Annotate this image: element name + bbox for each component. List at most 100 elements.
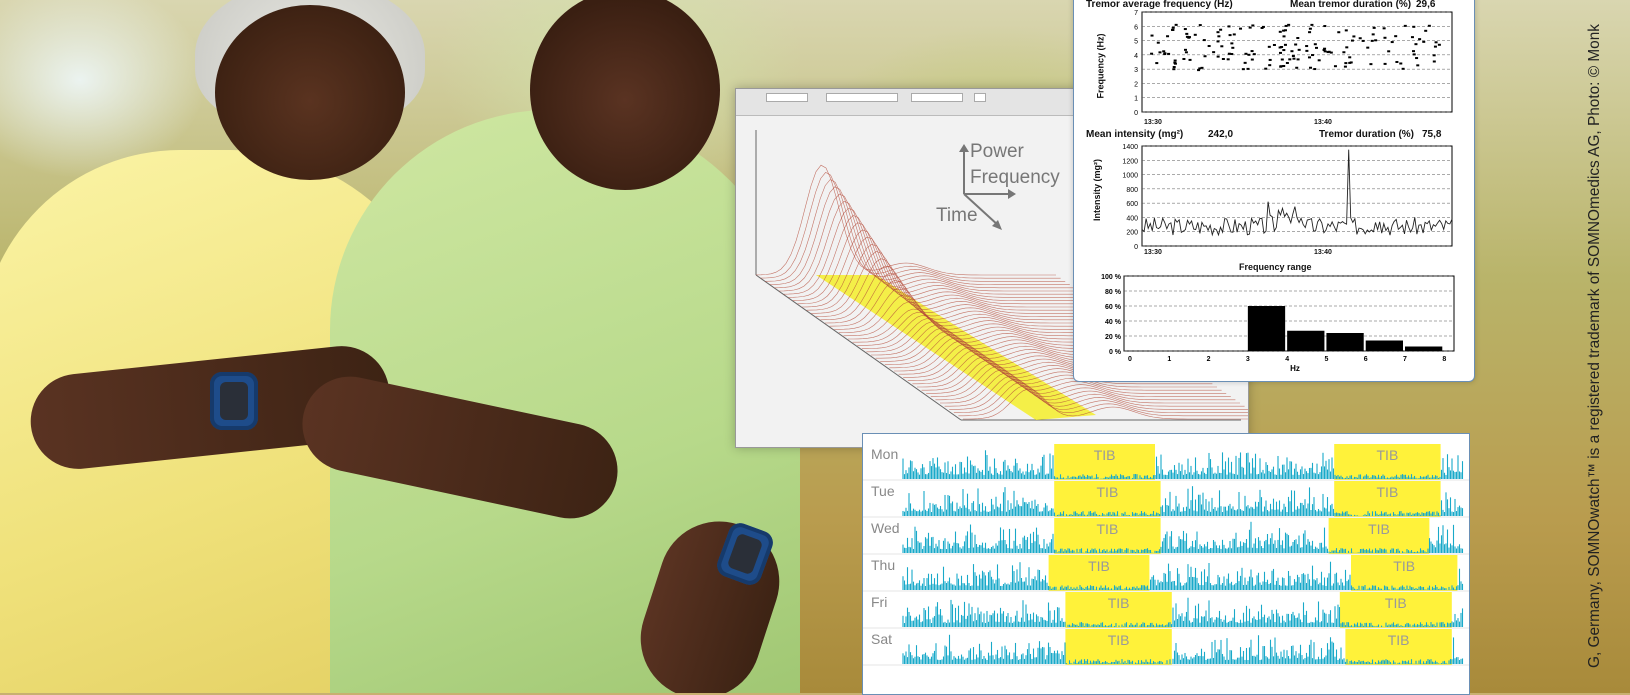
data-point [1261,25,1265,28]
spectrum-trace [774,193,1075,289]
tib-label: TIB [1097,521,1119,537]
tib-label: TIB [1108,632,1130,648]
data-point [1207,45,1211,48]
data-point [1171,26,1175,29]
data-point [1308,27,1312,30]
data-point [1437,43,1441,46]
data-point [1297,48,1301,51]
x-tick-label: 8 [1442,356,1446,363]
tib-band [1334,444,1441,480]
data-point [1374,39,1378,42]
tremor-report: Tremor average frequency (Hz) Mean tremo… [1073,0,1475,382]
data-point [1326,51,1330,54]
day-label: Wed [871,520,900,536]
data-point [1155,62,1159,65]
bar [1247,306,1286,351]
data-point [1310,23,1314,26]
mean-intensity-value: 242,0 [1208,129,1234,140]
waterfall-axis [755,274,962,421]
y-tick-label: 800 [1126,187,1138,194]
data-point [1366,46,1370,49]
toolbar-select[interactable] [766,93,808,102]
data-point [1323,25,1327,28]
data-point [1403,24,1407,27]
data-point [1278,46,1282,49]
actigraphy-plot: TIB TIB TIB TIB TIB TIB TIB TIB TIB TIB TIB TIB [863,444,1469,666]
y-tick-label: 80 % [1105,289,1122,296]
y-tick-label: 0 [1134,110,1138,117]
data-point [1221,58,1225,61]
actigraphy-panel: TIB TIB TIB TIB TIB TIB TIB TIB TIB TIB TIB TIB Mon… [862,433,1470,695]
data-point [1228,34,1232,37]
data-point [1220,45,1224,48]
avg-freq-title: Tremor average frequency (Hz) [1086,0,1233,10]
y-tick-label: 4 [1134,53,1138,60]
data-point [1227,52,1231,55]
data-point [1170,28,1174,31]
spectrum-trace [958,385,1248,417]
x-tick-label: 7 [1403,356,1407,363]
data-point [1416,64,1420,67]
spectrum-trace [769,186,1070,285]
spectrum-trace [930,366,1231,397]
data-point [1184,51,1188,54]
y-tick-label: 6 [1134,24,1138,31]
toolbar-field[interactable] [826,93,898,102]
data-point [1232,33,1236,36]
tib-label: TIB [1088,558,1110,574]
data-point [1305,49,1309,52]
data-point [1283,43,1287,46]
data-point [1173,59,1177,62]
y-tick-label: 600 [1126,201,1138,208]
data-point [1369,63,1373,66]
data-point [1246,67,1250,70]
y-tick-label: 1200 [1122,158,1138,165]
data-point [1150,34,1154,37]
data-point [1198,24,1202,27]
x-tick-label: 5 [1324,356,1328,363]
day-label: Mon [871,446,899,462]
day-label: Thu [871,557,896,573]
y-tick-label: 7 [1134,10,1138,17]
y-tick-label: 2 [1134,81,1138,88]
data-point [1226,58,1230,61]
copyright-notice: G, Germany, SOMNOwatch™ is a registered … [1586,24,1603,668]
data-point [1394,35,1398,38]
toolbar-button[interactable] [911,93,963,102]
mean-duration-value: 29,6 [1416,0,1436,10]
bar [1405,346,1443,351]
bar [1326,333,1364,351]
y-tick-label: 100 % [1101,274,1122,281]
tib-label: TIB [1097,484,1119,500]
power-axis-label: Power [970,141,1024,162]
data-point [1243,61,1247,64]
y-tick-label: 0 % [1109,349,1122,356]
data-point [1361,39,1365,42]
spectrum-trace [963,388,1248,420]
bar [1365,340,1403,351]
data-point [1344,29,1348,32]
data-point [1414,43,1418,46]
spectrum-trace [953,382,1248,413]
frequency-axis-label: Frequency (Hz) [1095,33,1106,99]
data-point [1348,56,1352,59]
data-point [1283,29,1287,32]
data-point [1167,52,1171,55]
spectrum-trace [940,372,1240,404]
data-point [1227,25,1231,28]
x-tick-label: 0 [1128,356,1132,363]
spectrum-trace [949,379,1248,410]
tib-band [1065,592,1172,628]
data-point [1172,66,1176,69]
data-point [1244,52,1248,55]
data-point [1250,50,1254,53]
tib-band [1339,592,1452,628]
y-tick-label: 5 [1134,39,1138,46]
toolbar-icon[interactable] [974,93,986,102]
data-point [1307,56,1311,59]
data-point [1395,60,1399,63]
y-tick-label: 60 % [1105,304,1122,311]
tremor-duration-value: 75,8 [1422,129,1442,140]
data-point [1260,26,1264,29]
data-point [1343,65,1347,68]
